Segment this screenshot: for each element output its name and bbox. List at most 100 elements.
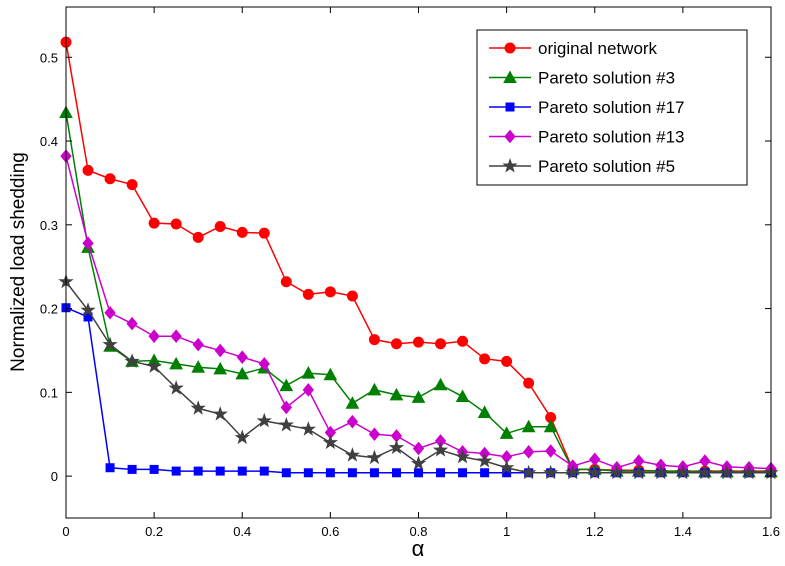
data-point — [193, 466, 203, 476]
data-point — [499, 426, 514, 439]
data-point — [675, 464, 691, 480]
data-point — [391, 468, 401, 478]
data-point — [454, 448, 471, 464]
data-point — [412, 441, 425, 456]
y-axis-title: Normalized load shedding — [8, 152, 29, 372]
data-point — [146, 358, 162, 373]
data-point — [215, 466, 225, 476]
x-axis-title: α — [412, 536, 425, 561]
data-point — [565, 464, 581, 480]
data-point — [366, 449, 383, 465]
data-point — [237, 466, 247, 476]
data-point — [126, 179, 138, 191]
data-point — [300, 421, 316, 436]
x-tick-label: 0.2 — [145, 524, 163, 539]
data-point — [82, 236, 94, 251]
x-tick-label: 0.4 — [233, 524, 251, 539]
data-point — [104, 305, 116, 320]
legend: original network Pareto solution #3 Pareto… — [476, 29, 748, 186]
data-point — [697, 464, 713, 480]
data-point — [169, 356, 183, 370]
x-tick-label: 1.4 — [674, 524, 692, 539]
data-point — [346, 290, 358, 302]
data-point — [521, 419, 536, 433]
legend-label: Pareto solution #5 — [538, 157, 675, 176]
data-point — [82, 164, 94, 176]
data-point — [476, 453, 493, 468]
data-point — [212, 406, 228, 421]
data-point — [390, 338, 402, 350]
data-point — [609, 464, 625, 480]
data-point — [191, 360, 206, 373]
y-tick-label: 0.3 — [40, 218, 58, 233]
legend-marker — [503, 70, 517, 83]
data-point — [413, 336, 424, 348]
data-point — [501, 355, 513, 367]
data-point — [458, 468, 468, 478]
x-tick-label: 1.6 — [762, 524, 780, 539]
data-point — [104, 173, 116, 185]
data-point — [192, 231, 204, 243]
data-point — [545, 444, 557, 458]
data-point — [367, 382, 382, 396]
data-point — [281, 468, 291, 478]
y-tick-label: 0 — [51, 469, 58, 484]
data-point — [258, 227, 270, 239]
data-point — [149, 464, 159, 474]
data-point — [455, 389, 470, 403]
data-point — [280, 276, 292, 288]
data-point — [236, 350, 248, 364]
data-point — [258, 357, 270, 371]
data-point — [126, 316, 138, 331]
data-point — [256, 412, 272, 428]
data-point — [234, 429, 250, 445]
data-point — [127, 464, 137, 474]
data-point — [344, 447, 361, 462]
data-point — [303, 468, 313, 478]
data-point — [235, 366, 250, 380]
data-point — [190, 400, 206, 415]
data-point — [322, 434, 339, 450]
data-point — [102, 336, 118, 352]
data-point — [741, 464, 757, 480]
data-point — [148, 217, 160, 229]
data-point — [192, 337, 204, 352]
data-point — [347, 468, 357, 478]
data-point — [168, 380, 184, 395]
data-point — [523, 377, 535, 389]
data-point — [436, 468, 446, 478]
data-point — [214, 220, 226, 232]
data-point — [105, 463, 115, 473]
data-point — [148, 329, 160, 343]
legend-label: Pareto solution #13 — [538, 128, 685, 147]
data-point — [171, 466, 181, 476]
data-point — [719, 464, 735, 480]
data-point — [301, 366, 316, 379]
data-point — [302, 288, 314, 300]
data-point — [410, 455, 427, 471]
data-point — [368, 334, 380, 346]
data-point — [523, 445, 535, 459]
data-point — [543, 419, 558, 433]
data-point — [345, 396, 360, 409]
data-point — [259, 466, 269, 476]
data-point — [480, 468, 490, 478]
data-point — [323, 367, 338, 381]
data-point — [521, 464, 537, 480]
data-point — [389, 387, 404, 401]
data-point — [435, 338, 447, 350]
y-tick-label: 0.2 — [40, 302, 58, 317]
data-point — [280, 400, 292, 415]
data-point — [213, 361, 228, 375]
data-point — [653, 464, 669, 480]
legend-label: Pareto solution #3 — [538, 69, 675, 88]
y-tick-label: 0.1 — [40, 385, 58, 400]
data-point — [369, 468, 379, 478]
x-tick-label: 0.6 — [321, 524, 339, 539]
legend-marker — [502, 157, 518, 173]
data-point — [124, 353, 140, 368]
data-point — [324, 286, 336, 298]
legend-marker — [505, 102, 515, 112]
x-tick-label: 0 — [62, 524, 69, 539]
